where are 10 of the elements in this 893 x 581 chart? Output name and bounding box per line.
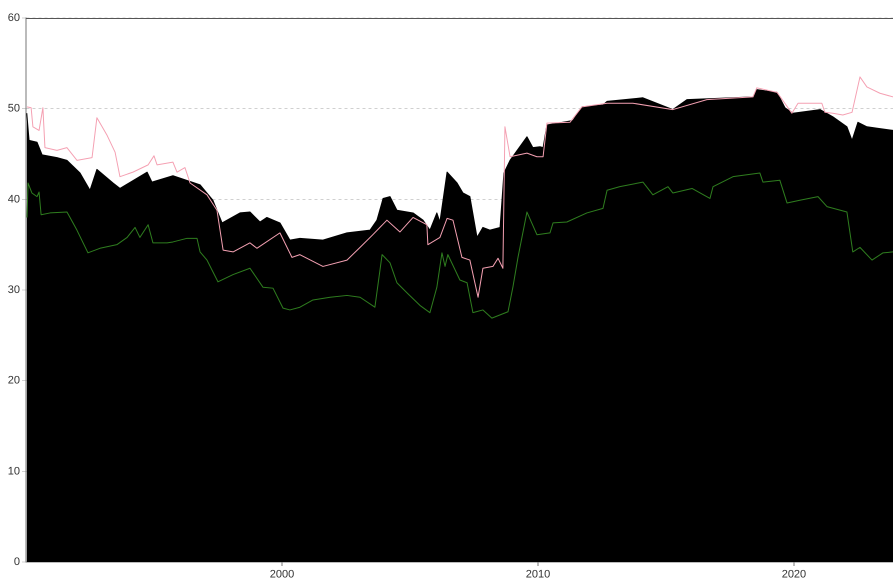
- y-tick-label: 0: [14, 556, 20, 568]
- y-tick-label: 50: [8, 102, 20, 115]
- y-tick-label: 10: [8, 465, 20, 478]
- x-tick-label: 2010: [526, 568, 550, 581]
- y-tick-label: 60: [8, 12, 20, 24]
- y-tick-label: 40: [8, 193, 20, 206]
- y-tick-label: 20: [8, 374, 20, 387]
- x-tick-label: 2020: [782, 568, 806, 581]
- x-tick-label: 2000: [270, 568, 294, 581]
- y-tick-label: 30: [8, 284, 20, 296]
